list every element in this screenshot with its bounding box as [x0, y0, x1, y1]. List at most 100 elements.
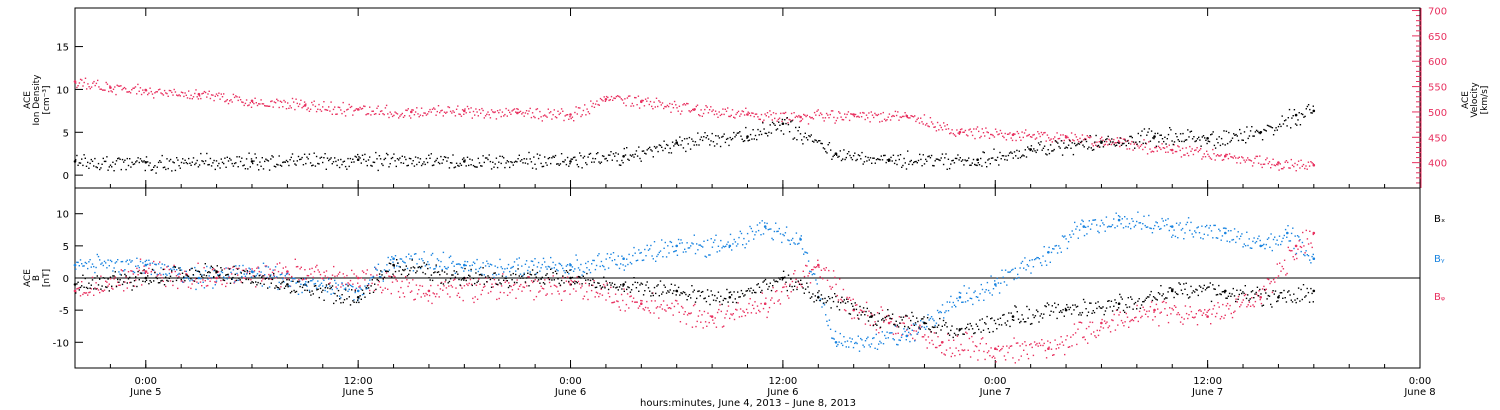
data-dot: [1261, 139, 1264, 141]
data-dot: [289, 105, 291, 107]
data-dot: [990, 133, 992, 136]
data-dot: [764, 222, 766, 224]
data-dot: [144, 272, 146, 274]
data-dot: [623, 147, 625, 150]
data-dot: [579, 152, 581, 154]
data-dot: [329, 110, 331, 112]
data-dot: [1007, 351, 1009, 354]
data-point: [781, 122, 785, 125]
data-dot: [182, 158, 184, 160]
data-dot: [1083, 146, 1085, 148]
data-dot: [875, 333, 877, 336]
data-dot: [484, 285, 486, 287]
data-dot: [411, 258, 413, 260]
data-dot: [978, 164, 981, 166]
data-dot: [699, 244, 701, 246]
data-dot: [232, 269, 235, 271]
data-dot: [793, 285, 796, 287]
data-dot: [466, 105, 469, 108]
data-dot: [390, 292, 392, 295]
data-dot: [837, 299, 840, 301]
data-dot: [89, 287, 91, 289]
data-dot: [1059, 147, 1061, 149]
data-dot: [190, 267, 192, 270]
data-dot: [711, 294, 714, 296]
data-point: [675, 244, 678, 248]
data-dot: [786, 289, 788, 292]
data-dot: [698, 144, 700, 146]
data-dot: [609, 154, 611, 156]
data-dot: [571, 266, 574, 268]
data-dot: [745, 126, 747, 129]
data-dot: [414, 111, 417, 113]
data-dot: [1063, 139, 1065, 142]
density-axis-label-line2: Ion Density: [32, 74, 42, 126]
data-point: [852, 113, 855, 116]
data-dot: [612, 153, 615, 155]
data-dot: [399, 266, 401, 268]
data-dot: [418, 289, 420, 291]
data-dot: [799, 120, 801, 123]
data-dot: [276, 98, 278, 100]
data-dot: [378, 276, 381, 278]
data-dot: [571, 280, 574, 283]
data-dot: [439, 274, 441, 276]
data-dot: [788, 297, 790, 299]
data-dot: [1010, 269, 1013, 271]
data-dot: [498, 161, 500, 163]
data-dot: [1032, 266, 1035, 268]
data-dot: [650, 244, 652, 247]
data-dot: [885, 120, 887, 122]
data-dot: [1101, 136, 1103, 138]
data-dot: [858, 116, 860, 118]
data-dot: [928, 155, 930, 157]
data-dot: [468, 164, 470, 167]
data-dot: [783, 234, 785, 237]
data-dot: [619, 309, 622, 311]
data-dot: [1072, 139, 1074, 141]
data-dot: [476, 281, 478, 284]
data-dot: [142, 270, 144, 272]
data-dot: [1294, 253, 1297, 256]
data-dot: [974, 163, 976, 166]
data-dot: [727, 241, 729, 243]
data-dot: [424, 163, 426, 166]
data-dot: [788, 131, 791, 133]
data-dot: [455, 271, 458, 273]
data-dot: [1248, 159, 1250, 161]
data-dot: [768, 116, 770, 118]
data-dot: [441, 268, 443, 271]
data-dot: [1204, 156, 1207, 158]
data-dot: [268, 278, 270, 280]
data-dot: [327, 276, 329, 279]
data-dot: [811, 116, 813, 119]
data-dot: [594, 103, 597, 105]
data-dot: [1295, 170, 1297, 172]
data-dot: [427, 300, 430, 302]
data-dot: [1294, 162, 1296, 165]
data-dot: [1161, 143, 1163, 145]
data-dot: [311, 267, 313, 270]
data-dot: [851, 113, 853, 115]
data-dot: [530, 161, 533, 163]
data-dot: [1071, 345, 1073, 347]
data-dot: [931, 339, 933, 342]
data-dot: [1064, 135, 1067, 137]
data-dot: [439, 265, 441, 268]
data-dot: [198, 164, 201, 166]
data-dot: [315, 285, 317, 287]
data-dot: [118, 157, 120, 159]
data-dot: [83, 265, 85, 267]
data-point: [1312, 257, 1316, 261]
data-dot: [216, 265, 218, 267]
data-dot: [553, 109, 555, 111]
data-dot: [876, 114, 878, 117]
data-dot: [744, 247, 746, 249]
data-dot: [670, 111, 672, 113]
data-dot: [147, 161, 149, 163]
data-dot: [531, 260, 534, 263]
data-dot: [576, 259, 578, 261]
data-dot: [1108, 225, 1110, 227]
data-dot: [453, 265, 455, 267]
data-dot: [284, 101, 286, 103]
